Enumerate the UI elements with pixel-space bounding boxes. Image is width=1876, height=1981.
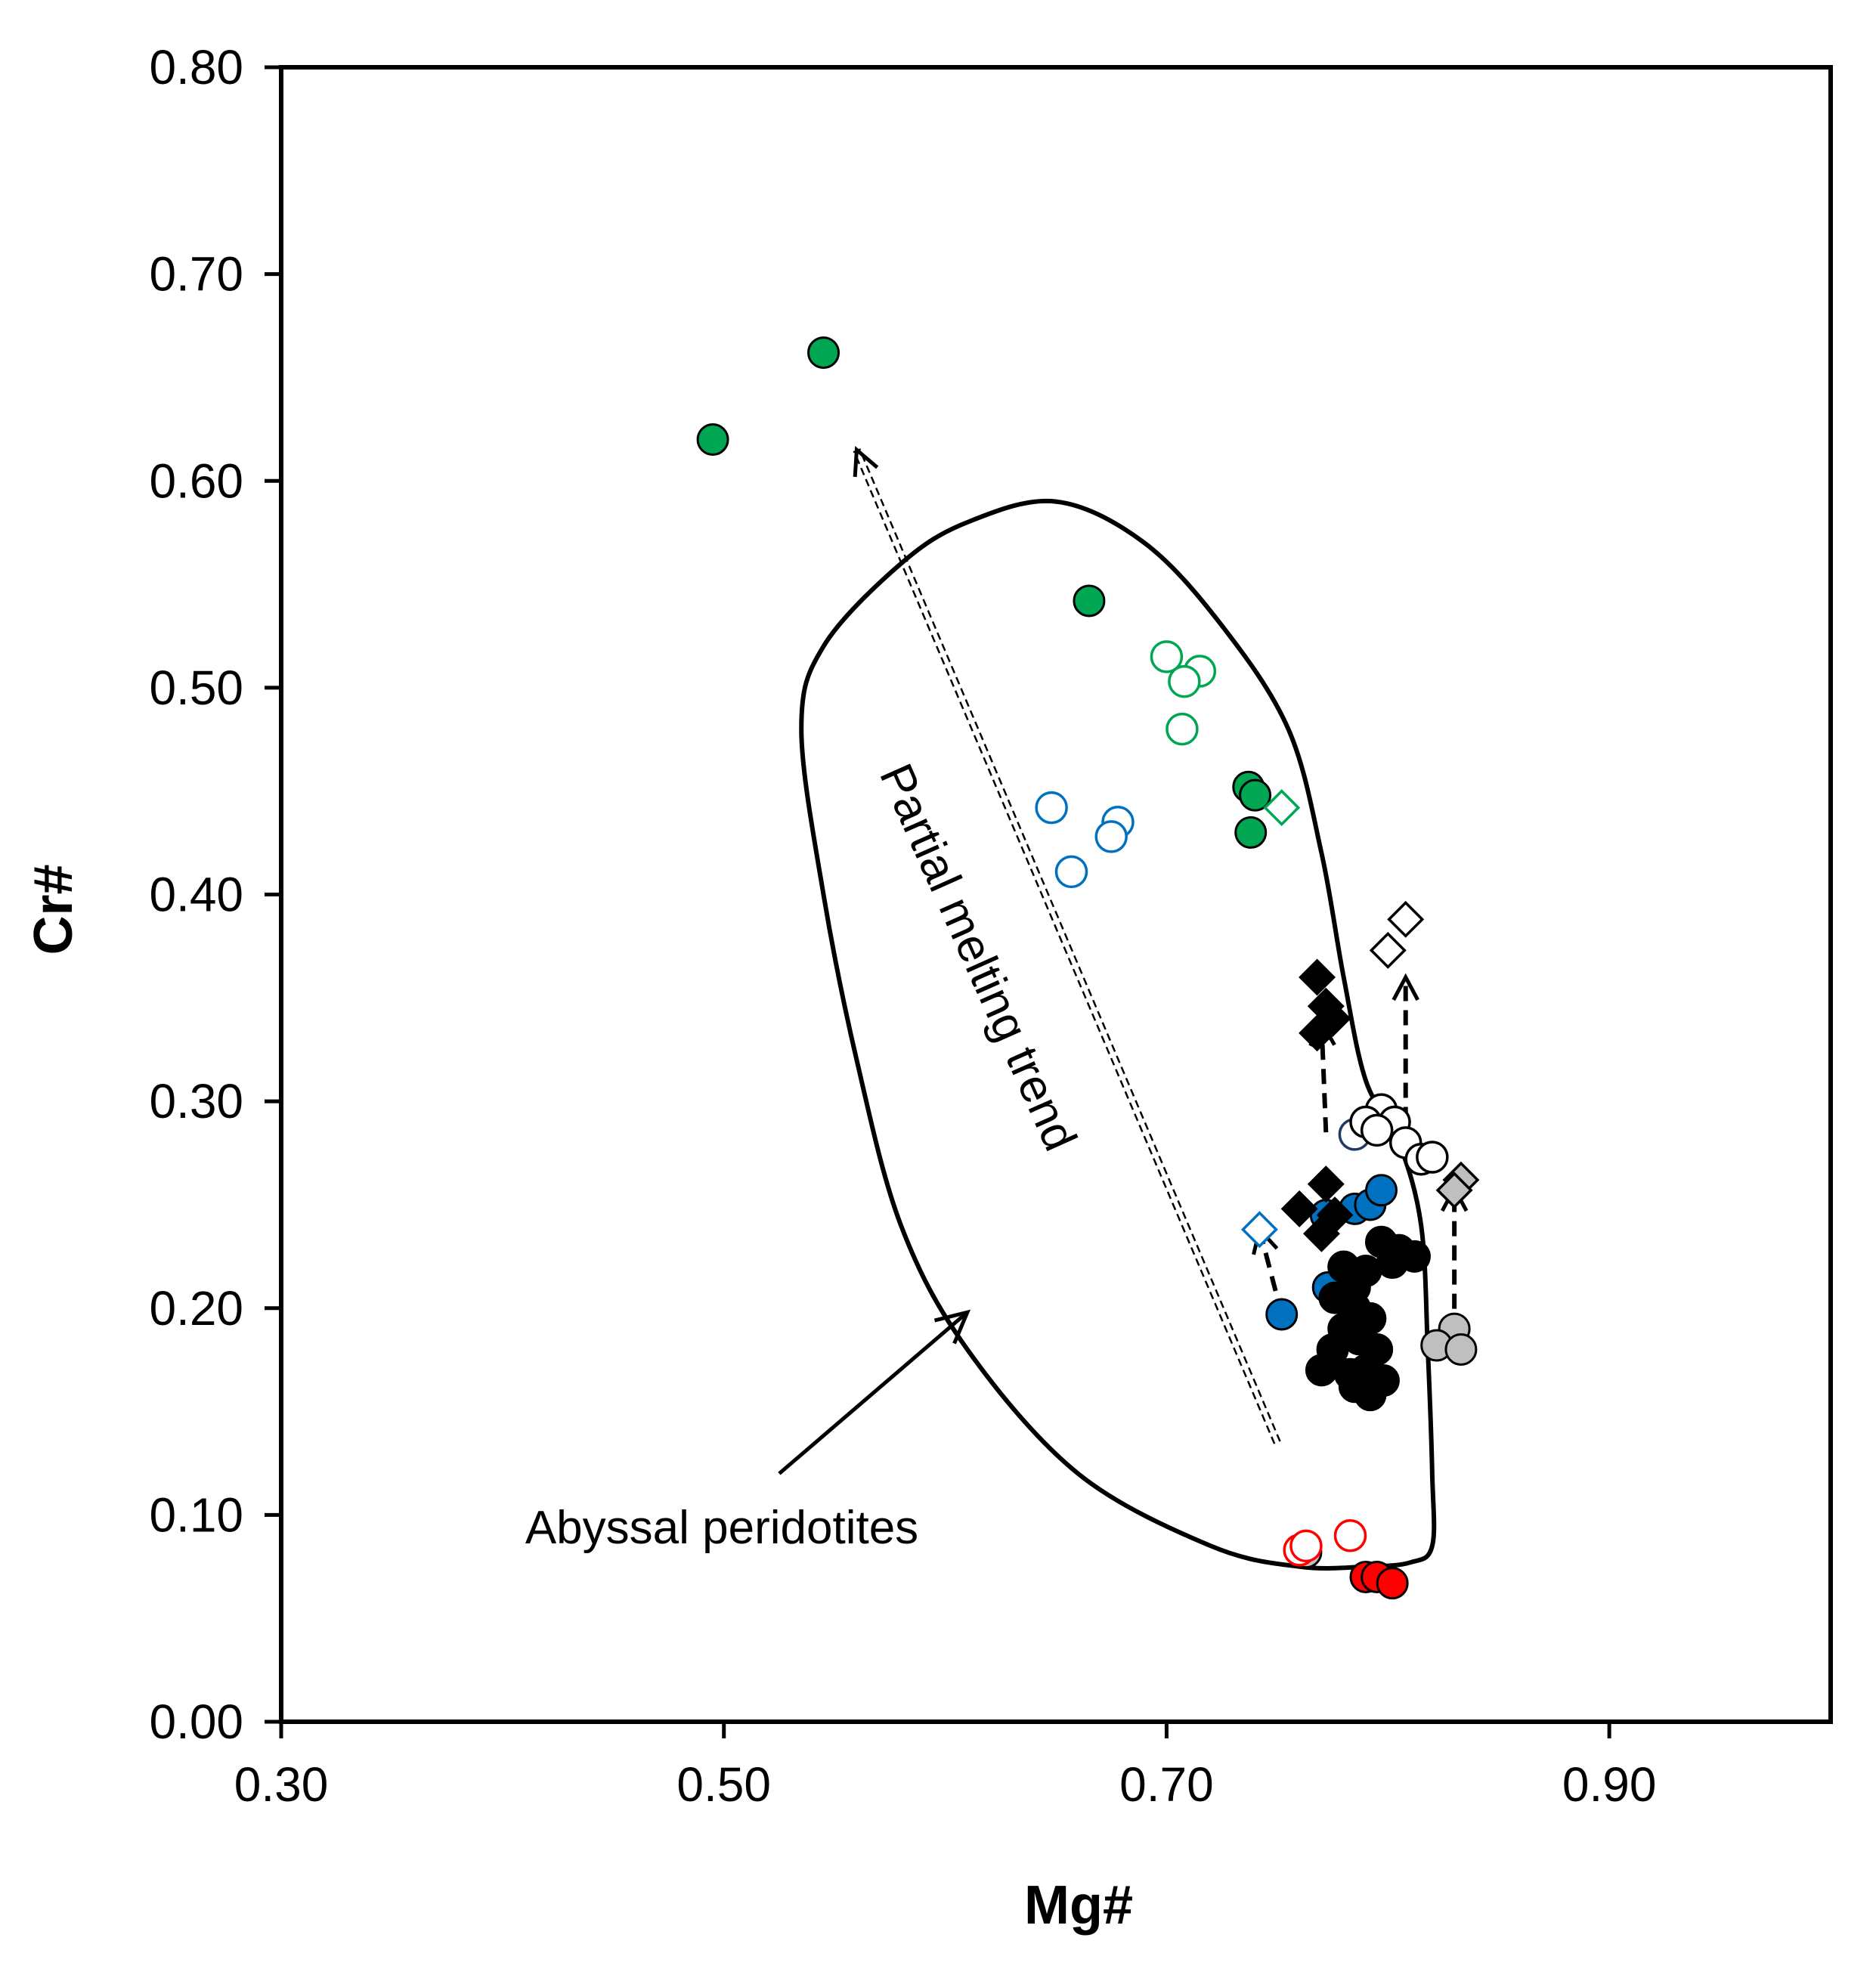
white-open-diamond-series: [1369, 900, 1425, 969]
black-filled-circle-point: [1354, 1379, 1387, 1412]
black-filled-diamond-series: [1280, 958, 1354, 1252]
black-filled-circle-point: [1305, 1354, 1338, 1387]
abyssal-field-outline: [799, 498, 1437, 1571]
x-tick-label: 0.70: [1119, 1757, 1214, 1812]
trend-arrow-line: [858, 448, 1281, 1442]
blue-filled-circle-point: [1365, 1174, 1398, 1207]
green-open-circle-point: [1166, 712, 1199, 746]
red-open-circle-point: [1289, 1529, 1323, 1563]
black-filled-diamond-point: [1280, 1190, 1318, 1227]
plot-border: [279, 65, 1833, 1724]
dashed-arrow: [1319, 1023, 1329, 1133]
white-open-circle-point: [1416, 1141, 1449, 1174]
green-open-diamond-point: [1263, 789, 1301, 827]
green-open-circle-point: [1168, 664, 1201, 698]
y-tick-label: 0.60: [149, 453, 243, 508]
x-tick-label: 0.50: [676, 1757, 771, 1812]
plot-area: [279, 65, 1833, 1724]
red-open-circle-point: [1333, 1518, 1367, 1552]
y-tick-label: 0.80: [149, 40, 243, 94]
blue-open-circle-point: [1054, 855, 1088, 889]
y-tick-label: 0.30: [149, 1074, 243, 1128]
white-open-circle-series: [1349, 1093, 1449, 1176]
x-axis-title: Mg#: [1024, 1875, 1133, 1936]
x-tick-label: 0.30: [234, 1757, 329, 1812]
green-filled-circle-series: [696, 336, 1272, 849]
abyssal-label-arrowhead: [933, 1309, 971, 1345]
black-filled-diamond-point: [1299, 1014, 1336, 1052]
blue-open-diamond-series: [1240, 1211, 1278, 1249]
blue-filled-circle-point: [1265, 1298, 1299, 1331]
y-axis-title: Cr#: [23, 864, 84, 955]
dashed-arrowhead: [1392, 973, 1419, 1001]
blue-open-circle-point: [1035, 791, 1068, 825]
black-filled-diamond-point: [1302, 1215, 1340, 1252]
green-filled-circle-point: [696, 423, 729, 457]
blue-open-diamond-point: [1240, 1211, 1278, 1249]
blue-open-circle-series: [1035, 791, 1135, 889]
y-tick-label: 0.70: [149, 247, 243, 302]
abyssal-peridotites-label: Abyssal peridotites: [525, 1502, 918, 1554]
gray-filled-diamond-point: [1435, 1172, 1473, 1209]
gray-filled-diamond-series: [1435, 1161, 1480, 1209]
green-filled-circle-point: [807, 336, 840, 370]
green-filled-circle-point: [1239, 778, 1272, 812]
black-filled-circle-series: [1305, 1225, 1431, 1412]
black-filled-diamond-point: [1299, 958, 1336, 996]
abyssal-field-group: [799, 498, 1437, 1571]
blue-open-circle-point: [1094, 820, 1128, 853]
white-open-diamond-point: [1369, 931, 1407, 969]
abyssal-label-arrow: [778, 1311, 969, 1475]
white-open-circle-point: [1360, 1113, 1394, 1147]
gray-filled-circle-point: [1444, 1333, 1478, 1366]
y-tick-label: 0.50: [149, 661, 243, 715]
y-tick-label: 0.00: [149, 1695, 243, 1749]
data-points: [696, 336, 1480, 1600]
red-filled-circle-series: [1349, 1560, 1409, 1600]
red-open-circle-series: [1283, 1518, 1367, 1567]
green-open-circle-series: [1150, 640, 1217, 746]
green-filled-circle-point: [1234, 816, 1268, 849]
axis-ticks: 0.00 0.10 0.20 0.30 0.40 0.50 0.60 0.70 0.80 0.30…: [149, 40, 1656, 1812]
black-filled-circle-point: [1376, 1246, 1409, 1280]
y-tick-label: 0.40: [149, 868, 243, 922]
x-tick-label: 0.90: [1562, 1757, 1657, 1812]
y-tick-label: 0.10: [149, 1487, 243, 1542]
y-tick-label: 0.20: [149, 1281, 243, 1336]
black-filled-diamond-point: [1307, 1165, 1345, 1203]
green-filled-circle-point: [1073, 584, 1106, 618]
trend-arrow-line: [853, 450, 1276, 1444]
green-open-diamond-series: [1263, 789, 1301, 827]
red-filled-circle-point: [1376, 1567, 1409, 1600]
white-open-diamond-point: [1387, 900, 1425, 938]
trend-arrowhead: [853, 446, 879, 478]
green-open-circle-point: [1150, 640, 1184, 673]
